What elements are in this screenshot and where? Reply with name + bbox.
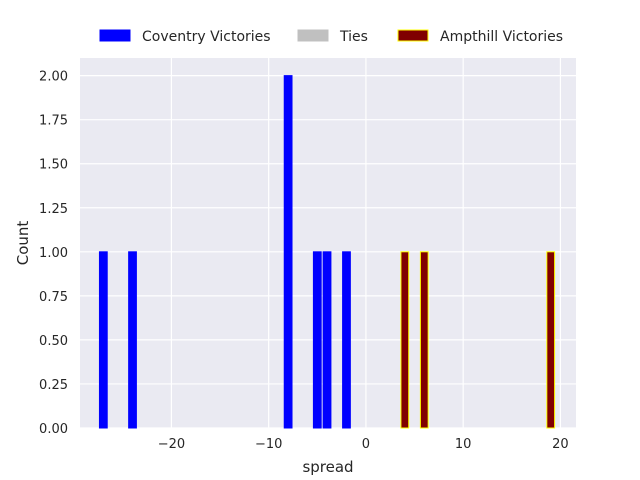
bar-coventry-victories xyxy=(98,251,108,429)
bar-coventry-victories xyxy=(283,75,293,429)
x-tick-labels: −20 −10 0 10 20 xyxy=(158,437,569,452)
x-tick-label: 20 xyxy=(552,437,569,452)
bar-ampthill-victories xyxy=(419,251,429,429)
x-tick-label: −20 xyxy=(158,437,185,452)
bar-coventry-victories xyxy=(342,251,351,429)
legend-label-coventry-victories: Coventry Victories xyxy=(142,29,271,45)
y-tick-label: 0.25 xyxy=(39,378,68,393)
x-tick-label: 10 xyxy=(455,437,472,452)
bar-ampthill-victories xyxy=(546,251,556,429)
x-tick-label: 0 xyxy=(362,437,370,452)
y-tick-label: 0.75 xyxy=(39,290,68,305)
y-tick-label: 1.75 xyxy=(39,114,68,129)
y-tick-label: 0.50 xyxy=(39,334,68,349)
y-tick-label: 2.00 xyxy=(39,70,68,85)
bar-ampthill-victories xyxy=(400,251,410,429)
legend-label-ampthill-victories: Ampthill Victories xyxy=(440,29,563,45)
x-axis-label: spread xyxy=(302,458,353,476)
y-tick-label: 0.00 xyxy=(39,422,68,437)
y-tick-label: 1.00 xyxy=(39,246,68,261)
y-axis-label: Count xyxy=(14,221,32,266)
bars xyxy=(98,75,556,429)
legend-swatch-ties xyxy=(297,29,329,42)
y-tick-label: 1.25 xyxy=(39,202,68,217)
legend-label-ties: Ties xyxy=(339,29,368,45)
bar-coventry-victories xyxy=(128,251,137,429)
legend-swatch-coventry-victories xyxy=(99,29,131,42)
y-tick-label: 1.50 xyxy=(39,158,68,173)
legend-swatch-ampthill-victories xyxy=(397,29,429,42)
x-tick-label: −10 xyxy=(255,437,282,452)
bar-coventry-victories xyxy=(322,251,332,429)
bar-coventry-victories xyxy=(312,251,322,429)
y-tick-labels: 0.00 0.25 0.50 0.75 1.00 1.25 1.50 1.75 2.00 xyxy=(39,70,68,437)
legend: Coventry Victories Ties Ampthill Victories xyxy=(99,29,563,45)
